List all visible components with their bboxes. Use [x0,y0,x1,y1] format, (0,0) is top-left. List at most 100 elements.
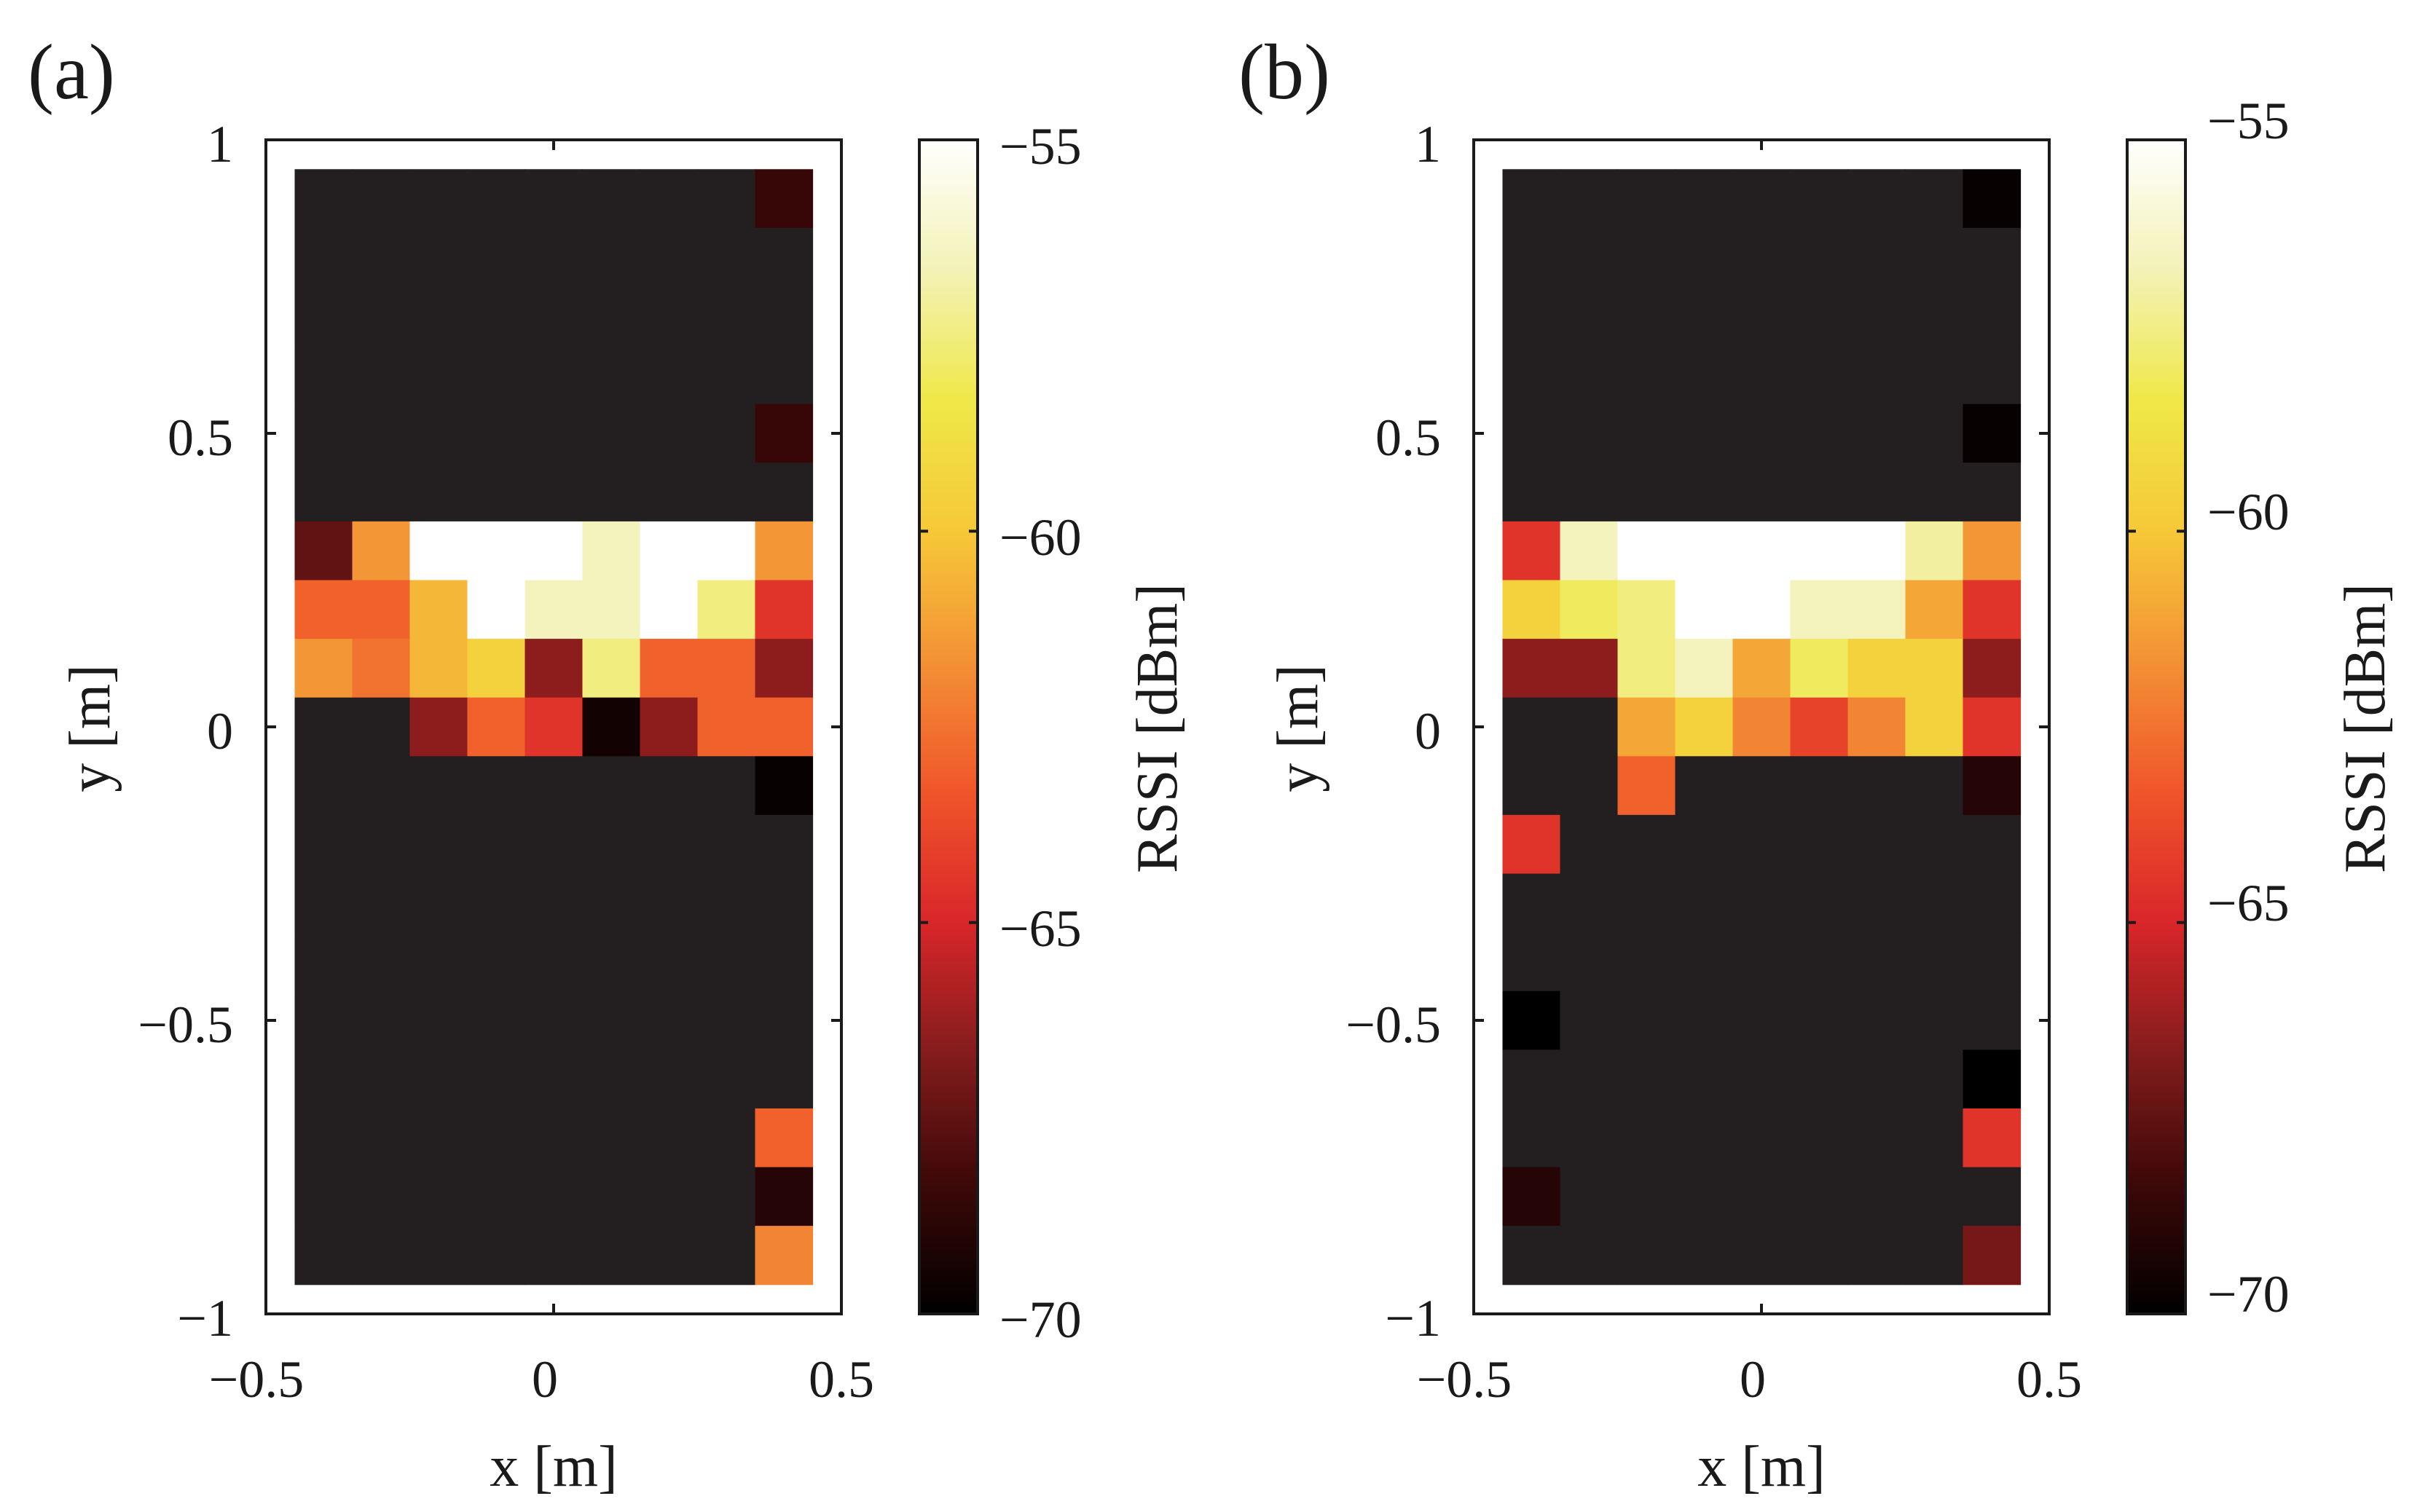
heatmap-cell [1732,932,1791,992]
heatmap-cell [640,639,699,698]
heatmap-cell [1617,521,1676,581]
heatmap-cell [409,1050,468,1109]
heatmap-cell [467,814,526,875]
y-tick-label-a-1: 1 [207,115,233,173]
heatmap-cell [1675,403,1734,463]
heatmap-cell [1732,873,1791,933]
heatmap-cell [409,639,468,698]
heatmap-cell [1905,1167,1964,1226]
heatmap-cell [525,697,584,757]
y-tick-label-b-0: 0 [1415,702,1441,760]
heatmap-cell [582,580,641,639]
heatmap-cell [640,1167,699,1226]
x-tick-label-b-0.5: 0.5 [2016,1350,2082,1409]
heatmap-cell [1502,403,1561,463]
panel-label-a: (a) [28,29,115,116]
heatmap-cell [1502,462,1561,522]
heatmap-cell [1963,521,2022,581]
heatmap-cell [1617,991,1676,1050]
heatmap-cell [1675,345,1734,405]
heatmap-cell [1560,286,1619,346]
heatmap-cell [1905,1226,1964,1285]
heatmap-cell [640,1050,699,1109]
heatmap-cell [1847,991,1906,1050]
heatmap-cell [697,639,756,698]
heatmap-cell [1732,286,1791,346]
colorbar-b: −55 −60 −65 −70 RSSI [dBm] [2126,92,2397,1323]
heatmap-cell [1502,932,1561,992]
heatmap-cell [1905,639,1964,698]
heatmap-cell [640,1108,699,1168]
heatmap-cell [697,1108,756,1168]
heatmap-cell [1847,580,1906,639]
heatmap-cell [1963,1167,2022,1226]
colorbar-tick-label-a-55: −55 [999,117,1082,176]
colorbar-tick-label-a-60: −60 [999,508,1082,567]
heatmap-cell [640,403,699,463]
heatmap-cell [1617,1167,1676,1226]
heatmap-cell [294,1167,353,1226]
heatmap-cell [1963,1050,2022,1109]
heatmap-cell [1617,756,1676,816]
colorbar-tick-label-a-70: −70 [999,1291,1082,1349]
heatmap-cell [409,580,468,639]
panel-b: (b) 1 0.5 0 −0.5 −1 −0.5 0 0.5 x [m] y [… [1238,29,2082,1499]
heatmap-cell [582,639,641,698]
heatmap-cell [1502,1167,1561,1226]
heatmap-cell [697,1050,756,1109]
heatmap-cell [525,169,584,229]
heatmap-cell [294,227,353,288]
heatmap-cell [352,345,411,405]
heatmap-cell [1560,756,1619,816]
heatmap-cell [1790,403,1849,463]
heatmap-cell [467,639,526,698]
heatmap-cell [1963,227,2022,288]
heatmap-cell [525,286,584,346]
heatmap-cell [1502,169,1561,229]
heatmap-cell [352,403,411,463]
heatmap-cell [755,521,814,581]
heatmap-cell [640,286,699,346]
y-tick-label-b-neg1: −1 [1385,1289,1441,1347]
heatmap-cell [1675,1226,1734,1285]
heatmap-cell [467,1226,526,1285]
heatmap-cell [467,462,526,522]
heatmap-cell [1502,521,1561,581]
heatmap-cell [1675,521,1734,581]
heatmap-cell [1963,1108,2022,1168]
heatmap-cell [1675,169,1734,229]
heatmap-cell [1675,639,1734,698]
heatmap-cell [409,1167,468,1226]
heatmap-cell [1502,756,1561,816]
heatmap-cell [1905,403,1964,463]
heatmap-cell [1790,521,1849,581]
heatmap-cell [409,227,468,288]
heatmap-cell [755,756,814,816]
heatmap-cell [1963,462,2022,522]
heatmap-cell [1963,403,2022,463]
heatmap-cell [409,521,468,581]
heatmap-cell [409,1108,468,1168]
heatmap-cell [1905,756,1964,816]
heatmap-cell [1502,697,1561,757]
heatmap-cell [697,403,756,463]
heatmap-cell [1963,169,2022,229]
heatmap-cell [755,1108,814,1168]
heatmap-cell [352,521,411,581]
heatmap-cell [755,580,814,639]
heatmap-cell [1732,1167,1791,1226]
heatmap-cell [1502,1226,1561,1285]
heatmap-cell [294,814,353,875]
heatmap-cell [1905,227,1964,288]
heatmap-cell [1560,403,1619,463]
heatmap-cell [1732,756,1791,816]
heatmap-cell [755,697,814,757]
heatmap-cell [294,697,353,757]
heatmap-cell [582,286,641,346]
heatmap-cell [1617,639,1676,698]
heatmap-cell [1732,580,1791,639]
heatmap-cell [467,1167,526,1226]
heatmap-cell [1847,1050,1906,1109]
heatmap-cell [1675,873,1734,933]
y-tick-label-b-1: 1 [1415,115,1441,173]
